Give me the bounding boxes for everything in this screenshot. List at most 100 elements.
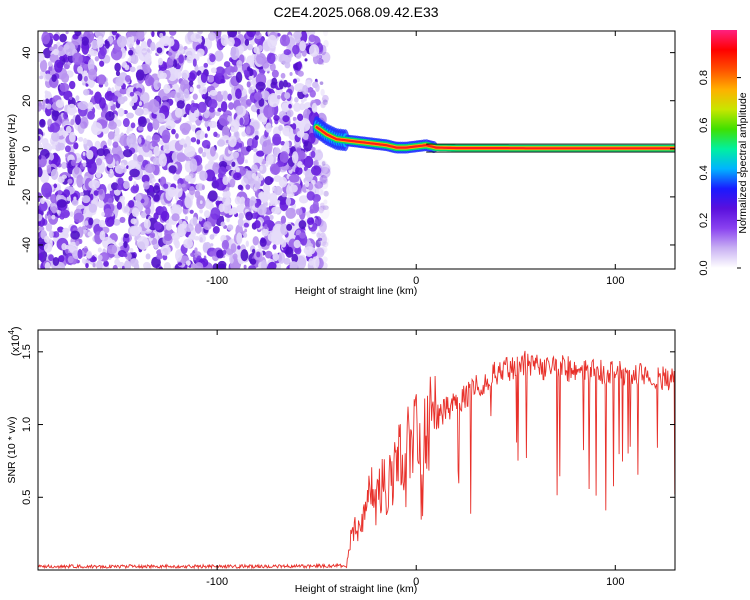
- noise-blob: [123, 233, 130, 239]
- noise-blob: [59, 33, 67, 43]
- noise-blob: [151, 182, 154, 187]
- noise-blob: [319, 174, 328, 185]
- noise-blob: [163, 84, 171, 94]
- noise-blob: [129, 168, 140, 178]
- noise-blob: [320, 202, 325, 208]
- noise-blob: [96, 35, 104, 48]
- noise-blob: [87, 101, 94, 110]
- noise-blob: [198, 216, 203, 222]
- snr-multiplier-exp: 4: [7, 330, 16, 335]
- noise-blob: [222, 191, 229, 198]
- noise-blob: [272, 244, 277, 250]
- noise-blob: [227, 93, 233, 101]
- noise-blob: [257, 172, 261, 178]
- noise-blob: [112, 141, 119, 148]
- noise-blob: [52, 48, 59, 56]
- spectrogram-x-tick-label-2: 100: [606, 275, 624, 287]
- noise-blob: [192, 58, 197, 67]
- noise-blob: [128, 200, 135, 208]
- noise-blob: [293, 239, 301, 249]
- noise-blob: [204, 133, 208, 138]
- noise-blob: [119, 87, 128, 95]
- noise-blob: [100, 165, 105, 173]
- noise-blob: [123, 252, 128, 258]
- noise-blob: [226, 217, 230, 223]
- noise-blob: [138, 137, 142, 145]
- noise-blob: [286, 223, 293, 231]
- noise-blob: [201, 139, 211, 149]
- noise-blob: [309, 89, 316, 98]
- noise-blob: [81, 225, 87, 230]
- noise-blob: [39, 118, 46, 128]
- noise-blob: [284, 92, 291, 100]
- noise-blob: [279, 151, 289, 163]
- noise-blob: [105, 153, 114, 165]
- noise-blob: [181, 69, 190, 80]
- noise-blob: [156, 47, 163, 54]
- noise-blob: [87, 231, 93, 237]
- noise-blob: [315, 247, 325, 258]
- noise-blob: [47, 61, 53, 67]
- noise-blob: [107, 197, 113, 204]
- noise-blob: [45, 91, 52, 98]
- noise-blob: [289, 72, 293, 76]
- noise-blob: [59, 56, 64, 61]
- noise-blob: [63, 111, 68, 120]
- noise-blob: [210, 207, 221, 220]
- noise-blob: [47, 214, 51, 220]
- noise-blob: [253, 220, 261, 229]
- snr-multiplier: (x104): [7, 326, 22, 356]
- noise-blob: [62, 132, 67, 138]
- noise-blob: [116, 160, 119, 166]
- noise-blob: [170, 232, 181, 241]
- noise-blob: [267, 261, 277, 269]
- noise-blob: [231, 206, 238, 214]
- noise-blob: [58, 45, 63, 52]
- noise-blob: [117, 96, 126, 105]
- noise-blob: [322, 205, 329, 211]
- noise-blob: [264, 223, 268, 230]
- noise-blob: [191, 124, 197, 132]
- snr-multiplier-close: ): [10, 326, 22, 330]
- noise-blob: [79, 116, 89, 129]
- noise-blob: [256, 203, 267, 216]
- noise-blob: [67, 103, 77, 116]
- noise-blob: [45, 223, 53, 232]
- noise-blob: [138, 101, 143, 106]
- noise-blob: [289, 261, 298, 269]
- noise-blob: [151, 256, 161, 268]
- noise-blob: [215, 111, 221, 117]
- noise-blob: [269, 62, 276, 72]
- noise-blob: [298, 220, 307, 230]
- noise-blob: [116, 35, 127, 48]
- noise-blob: [160, 210, 170, 222]
- noise-blob: [190, 137, 197, 143]
- noise-blob: [178, 219, 183, 225]
- noise-blob: [38, 166, 43, 178]
- noise-blob: [177, 183, 182, 189]
- noise-blob: [310, 165, 322, 176]
- noise-blob: [309, 208, 315, 214]
- noise-blob: [220, 221, 226, 227]
- noise-blob: [199, 170, 208, 182]
- noise-blob: [237, 31, 241, 35]
- noise-blob: [135, 163, 141, 170]
- noise-blob: [82, 151, 86, 157]
- noise-blob: [304, 169, 314, 183]
- noise-blob: [230, 243, 237, 253]
- noise-blob: [92, 256, 96, 261]
- noise-blob: [201, 184, 205, 191]
- noise-blob: [277, 252, 286, 264]
- noise-blob: [57, 142, 66, 151]
- spectrogram-panel: -100 0 100 -40 -20 0 20 40 Height of straight …: [6, 30, 676, 297]
- noise-blob: [39, 75, 44, 80]
- noise-blob: [67, 178, 73, 184]
- noise-blob: [198, 147, 204, 154]
- noise-blob: [157, 82, 162, 88]
- noise-blob: [38, 154, 42, 160]
- noise-blob: [75, 240, 80, 247]
- noise-blob: [318, 54, 323, 60]
- noise-blob: [75, 114, 81, 126]
- noise-blob: [264, 176, 273, 186]
- noise-blob: [194, 247, 198, 253]
